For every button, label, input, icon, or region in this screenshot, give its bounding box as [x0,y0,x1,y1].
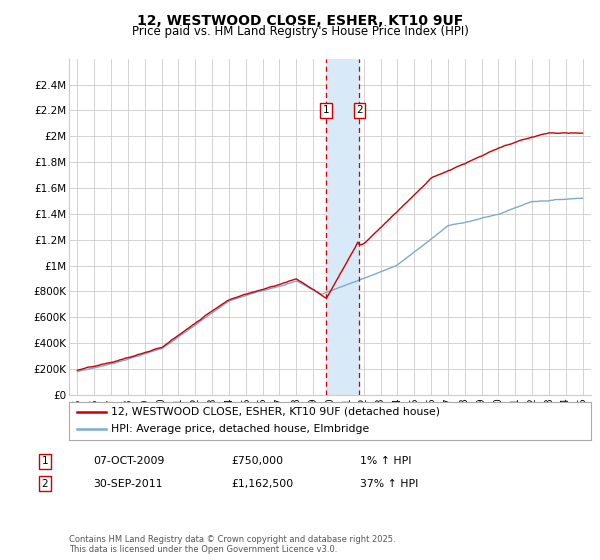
Text: £750,000: £750,000 [231,456,283,466]
Text: 30-SEP-2011: 30-SEP-2011 [93,479,163,489]
Text: 1: 1 [41,456,49,466]
Text: Contains HM Land Registry data © Crown copyright and database right 2025.
This d: Contains HM Land Registry data © Crown c… [69,535,395,554]
Text: 2: 2 [41,479,49,489]
Text: 07-OCT-2009: 07-OCT-2009 [93,456,164,466]
Text: 12, WESTWOOD CLOSE, ESHER, KT10 9UF (detached house): 12, WESTWOOD CLOSE, ESHER, KT10 9UF (det… [111,407,440,417]
Text: 37% ↑ HPI: 37% ↑ HPI [360,479,418,489]
Text: 1% ↑ HPI: 1% ↑ HPI [360,456,412,466]
Text: 2: 2 [356,105,363,115]
Text: 12, WESTWOOD CLOSE, ESHER, KT10 9UF: 12, WESTWOOD CLOSE, ESHER, KT10 9UF [137,14,463,28]
Bar [326,59,359,395]
Text: HPI: Average price, detached house, Elmbridge: HPI: Average price, detached house, Elmb… [111,424,369,435]
Text: 1: 1 [323,105,329,115]
Text: £1,162,500: £1,162,500 [231,479,293,489]
Text: Price paid vs. HM Land Registry's House Price Index (HPI): Price paid vs. HM Land Registry's House … [131,25,469,38]
